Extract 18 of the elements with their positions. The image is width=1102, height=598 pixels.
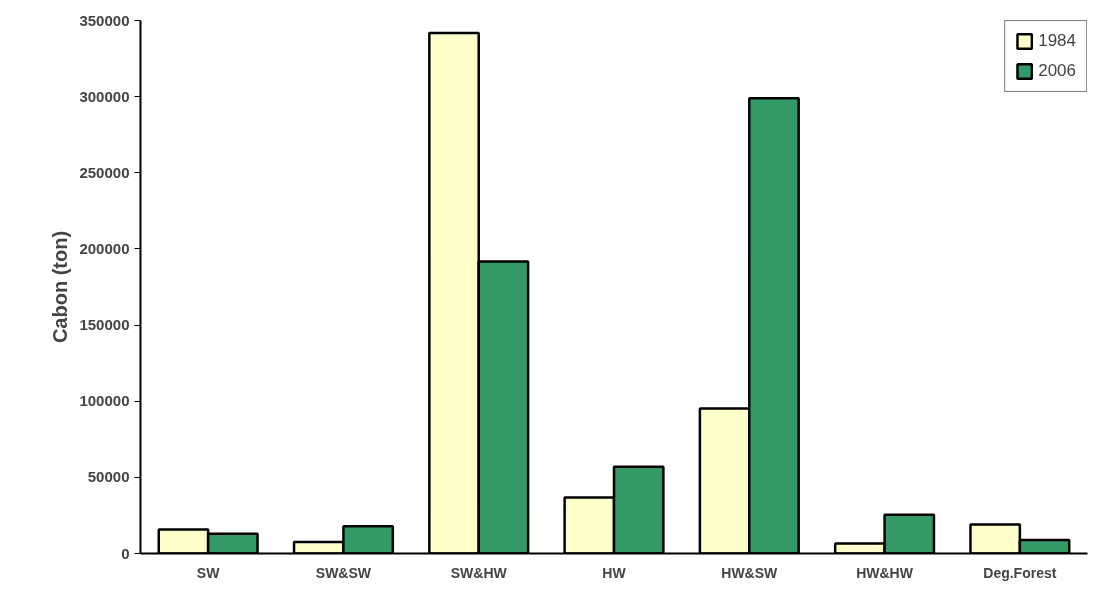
x-tick-label: HW <box>602 564 627 581</box>
x-tick-label: HW&SW <box>721 564 779 581</box>
x-tick-label: SW&SW <box>315 564 372 581</box>
x-tick-label: HW&HW <box>856 564 914 581</box>
y-tick-label: 0 <box>121 544 130 562</box>
x-tick-label: Deg.Forest <box>983 564 1057 581</box>
y-tick-label: 300000 <box>79 87 130 105</box>
x-tick-label: SW <box>196 564 221 581</box>
legend-label: 1984 <box>1038 31 1076 51</box>
y-tick-label: 200000 <box>79 239 130 257</box>
y-tick-label: 100000 <box>79 392 130 410</box>
y-axis-title: Cabon (ton) <box>49 230 72 344</box>
y-tick-label: 50000 <box>87 468 130 486</box>
y-tick-label: 150000 <box>79 316 130 334</box>
legend-label: 2006 <box>1038 61 1076 81</box>
y-tick-label: 350000 <box>79 11 130 29</box>
y-tick-label: 250000 <box>79 163 130 181</box>
x-tick-label: SW&HW <box>450 564 508 581</box>
